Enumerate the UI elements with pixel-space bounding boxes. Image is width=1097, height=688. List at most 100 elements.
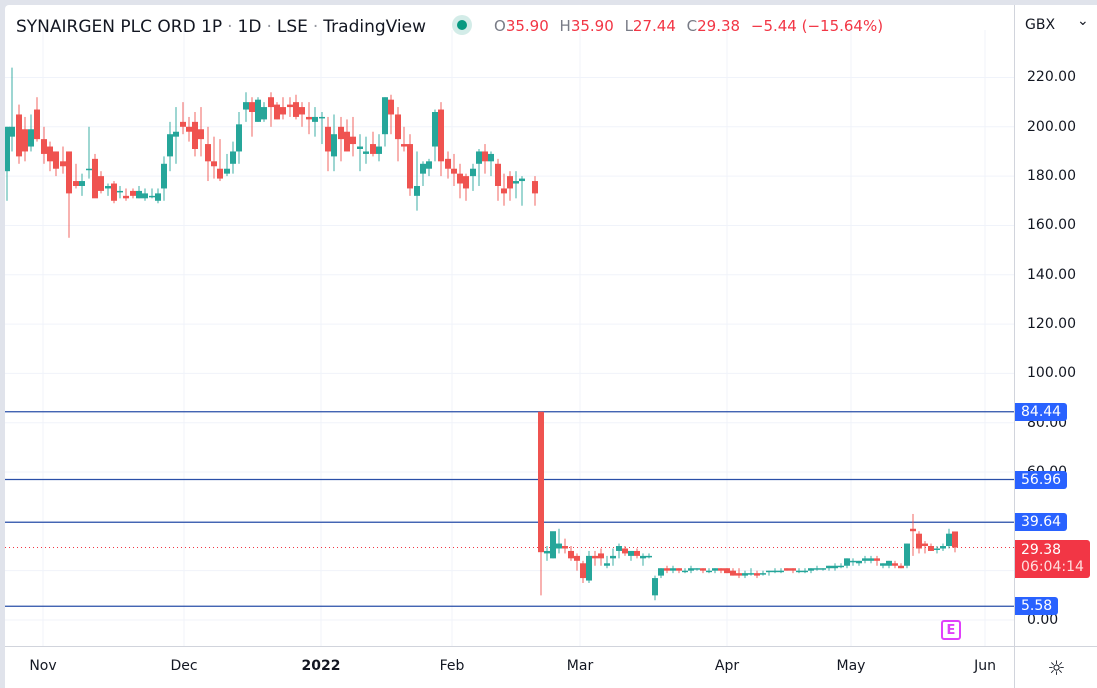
candle	[808, 568, 814, 571]
level-price-tag[interactable]: 39.64	[1015, 513, 1068, 532]
candle	[916, 533, 922, 549]
candle	[562, 546, 568, 549]
candle	[814, 568, 820, 570]
candlestick-plot[interactable]	[5, 30, 1014, 646]
candle	[778, 570, 784, 573]
candle	[694, 568, 700, 570]
last-price-value: 29.38	[1021, 541, 1062, 558]
candle	[243, 102, 249, 110]
candle	[293, 102, 299, 117]
candle	[395, 114, 401, 140]
time-tick-label: Nov	[29, 658, 57, 674]
time-tick-label: Mar	[566, 658, 594, 674]
candle	[766, 570, 772, 573]
candle	[688, 568, 694, 571]
bar-countdown: 06:04:14	[1021, 558, 1084, 575]
candle	[338, 126, 344, 140]
candle	[66, 151, 72, 194]
candle	[784, 568, 790, 571]
candle	[772, 570, 778, 573]
settings-gear-icon[interactable]: ☼	[1014, 646, 1097, 688]
candle	[544, 550, 550, 554]
candle	[363, 151, 369, 154]
candle	[946, 533, 952, 547]
candle	[167, 134, 173, 157]
candle	[628, 550, 634, 556]
open-label: O	[494, 17, 506, 35]
candle	[634, 550, 640, 556]
candle	[432, 112, 438, 147]
candle	[880, 563, 886, 566]
candle	[161, 163, 167, 189]
candle	[117, 190, 123, 193]
candle	[16, 114, 22, 157]
price-axis[interactable]: GBX ⌄ 220.00 200.00 180.00 160.00 140.00 120.…	[1014, 5, 1097, 646]
candle	[538, 411, 544, 553]
candle	[236, 124, 242, 152]
candle	[598, 553, 604, 559]
level-price-tag[interactable]: 56.96	[1015, 470, 1068, 489]
candle	[706, 570, 712, 573]
level-price-tag[interactable]: 84.44	[1015, 402, 1068, 421]
candle	[868, 558, 874, 561]
candle	[9, 126, 15, 137]
candle	[407, 144, 413, 189]
candle	[211, 161, 217, 167]
candle	[826, 565, 832, 569]
market-status-icon	[452, 15, 472, 35]
candle	[862, 558, 868, 561]
high-label: H	[559, 17, 571, 35]
candle	[274, 104, 280, 120]
candle	[658, 568, 664, 576]
candle	[604, 563, 610, 566]
candle	[482, 151, 488, 162]
candle	[802, 570, 808, 573]
candle	[850, 560, 856, 563]
currency-selector[interactable]: GBX	[1025, 17, 1056, 33]
candle	[414, 185, 420, 196]
candle	[501, 188, 507, 194]
candle	[224, 168, 230, 174]
time-tick-label: 2022	[301, 658, 341, 674]
candle	[268, 97, 274, 108]
chart-header: SYNAIRGEN PLC ORD 1P · 1D · LSE · Tradin…	[16, 14, 426, 40]
candle	[426, 161, 432, 169]
time-tick-label: Apr	[714, 658, 740, 674]
earnings-marker-icon[interactable]: E	[941, 620, 961, 640]
candle	[550, 531, 556, 559]
candle	[312, 116, 318, 122]
time-axis[interactable]: Nov Dec 2022 Feb Mar Apr May Jun	[5, 646, 1014, 688]
candle	[904, 543, 910, 566]
candle	[940, 546, 946, 549]
candle	[856, 560, 862, 564]
candle	[844, 558, 850, 566]
time-tick-label: Feb	[439, 658, 465, 674]
candle	[319, 116, 325, 119]
candle	[192, 121, 198, 149]
time-tick-label: May	[836, 658, 866, 674]
close-value: 29.38	[697, 17, 741, 35]
candle	[123, 195, 129, 199]
candle	[910, 528, 916, 532]
candle	[230, 151, 236, 164]
price-tick-label: 140.00	[1027, 266, 1076, 283]
candle	[574, 555, 580, 561]
level-price-tag[interactable]: 5.58	[1015, 597, 1059, 616]
interval-label[interactable]: 1D	[237, 17, 262, 37]
candle	[532, 181, 538, 194]
candle	[86, 168, 92, 171]
candle	[922, 543, 928, 547]
candle	[730, 570, 736, 576]
candle	[736, 573, 742, 576]
symbol-name[interactable]: SYNAIRGEN PLC ORD 1P	[16, 17, 223, 37]
candle	[445, 158, 451, 169]
candle	[760, 573, 766, 575]
candle	[580, 563, 586, 579]
exchange-label: LSE	[276, 17, 308, 37]
candle	[173, 131, 179, 137]
candle	[556, 543, 562, 549]
candle	[670, 568, 676, 571]
chevron-down-icon[interactable]: ⌄	[1077, 13, 1089, 29]
candle	[261, 107, 267, 120]
change-value: −5.44 (−15.64%)	[750, 17, 884, 35]
